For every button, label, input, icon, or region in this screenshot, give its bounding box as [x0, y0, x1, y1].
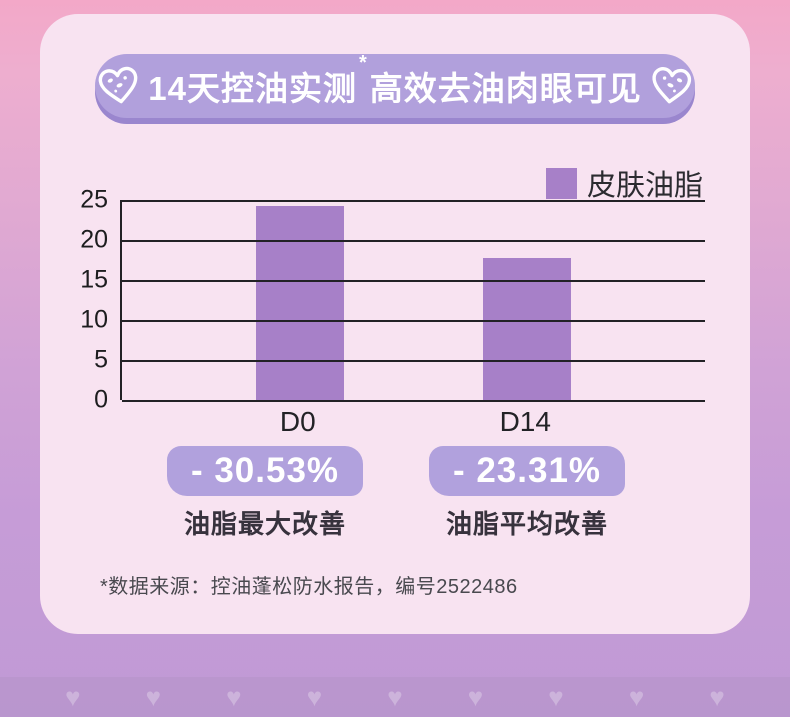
bar-slot: [186, 200, 414, 400]
banner-title: 14天控油实测*高效去油肉眼可见: [148, 52, 642, 107]
result-labels-row: 油脂最大改善 油脂平均改善: [134, 504, 658, 541]
chart-plot: [120, 200, 705, 402]
heart-pattern-icon: [387, 684, 402, 710]
gridline-y5: [122, 360, 705, 362]
result-slot: 油脂最大改善: [134, 504, 396, 541]
bar-chart: 0 5 10 15 20 25: [40, 187, 750, 412]
doodle-heart-icon: [98, 66, 138, 104]
result-badge-avg: - 23.31%: [428, 446, 626, 496]
gridline-y10: [122, 320, 705, 322]
doodle-heart-icon: [652, 67, 691, 104]
legend-label: 皮肤油脂: [586, 170, 703, 202]
banner-asterisk: *: [358, 52, 368, 74]
content-card: 14天控油实测*高效去油肉眼可见 皮肤油脂 0 5 10 15 20 25 D0 D14 -…: [40, 14, 750, 634]
y-tick-label: 0: [94, 385, 108, 414]
y-tick-label: 10: [80, 305, 108, 334]
gridline-y25: [122, 200, 705, 202]
chart-legend: 皮肤油脂: [545, 162, 703, 204]
bar-D14: [483, 258, 572, 400]
heart-pattern-icon: [65, 684, 80, 710]
data-source-footnote: *数据来源：控油蓬松防水报告，编号2522486: [100, 576, 518, 598]
x-axis-labels: D0 D14: [120, 406, 703, 438]
gridline-y0: [122, 400, 705, 402]
heart-pattern-icon: [709, 684, 724, 710]
result-slot: - 23.31%: [396, 446, 658, 496]
heart-pattern-icon: [468, 684, 483, 710]
result-badge-max: - 30.53%: [166, 446, 364, 496]
legend-swatch: [545, 167, 577, 199]
bars-row: [122, 200, 705, 400]
gridline-y20: [122, 240, 705, 242]
bar-slot: [414, 200, 642, 400]
heart-pattern-icon: [548, 684, 563, 710]
result-label-max: 油脂最大改善: [183, 509, 346, 539]
y-tick-label: 25: [80, 185, 108, 214]
results-row: - 30.53% - 23.31%: [134, 446, 658, 496]
y-tick-label: 15: [80, 265, 108, 294]
result-label-avg: 油脂平均改善: [445, 509, 608, 539]
title-banner: 14天控油实测*高效去油肉眼可见: [95, 52, 695, 118]
x-tick-label-D0: D0: [279, 406, 316, 437]
x-tick-label-D14: D14: [499, 406, 551, 437]
y-axis-ticks: 0 5 10 15 20 25: [40, 187, 108, 412]
bar-D0: [255, 206, 344, 400]
y-tick-label: 20: [80, 225, 108, 254]
y-tick-label: 5: [94, 345, 108, 374]
heart-pattern-icon: [629, 684, 644, 710]
heart-pattern-icon: [146, 684, 161, 710]
gridline-y15: [122, 280, 705, 282]
heart-pattern-icon: [307, 684, 322, 710]
result-slot: - 30.53%: [134, 446, 396, 496]
bottom-heart-band: [0, 677, 790, 717]
heart-pattern-icon: [226, 684, 241, 710]
result-slot: 油脂平均改善: [396, 504, 658, 541]
